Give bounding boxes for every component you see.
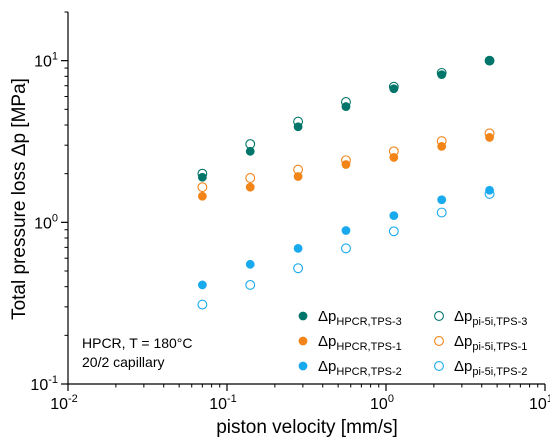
data-point [197, 299, 208, 310]
data-point [388, 146, 399, 157]
data-point [388, 226, 399, 237]
data-point [341, 243, 351, 254]
annotation-line: 20/2 capillary [82, 354, 165, 370]
data-point [245, 259, 255, 269]
legend-entry: ΔpHPCR,TPS-2 [318, 358, 402, 378]
data-point [245, 182, 255, 192]
legend-entry: ΔpHPCR,TPS-1 [318, 333, 402, 353]
data-point [197, 168, 208, 179]
data-point [436, 67, 447, 78]
data-point [197, 280, 207, 290]
data-point [485, 185, 494, 195]
data-point [245, 139, 256, 149]
x-tick-label: 10-1 [209, 393, 237, 413]
data-point [436, 207, 447, 218]
y-tick-label: 100 [34, 212, 58, 232]
legend-marker [434, 336, 444, 346]
x-axis-title: piston velocity [mm/s] [216, 417, 398, 438]
legend-entry: Δppi-5i,TPS-2 [454, 358, 527, 378]
legend-marker [298, 336, 308, 346]
data-point [245, 146, 255, 156]
legend: ΔpHPCR,TPS-3 ΔpHPCR,TPS-1 ΔpHPCR,TPS-2 Δppi… [298, 308, 527, 378]
data-point [293, 243, 303, 253]
x-tick-label: 10-2 [50, 393, 78, 413]
data-point [389, 84, 399, 94]
plot-area [67, 12, 545, 385]
annotation: HPCR, T = 180°C 20/2 capillary [82, 335, 193, 370]
y-tick-label: 101 [34, 51, 58, 71]
y-axis-title: Total pressure loss Δp [MPa] [9, 78, 30, 320]
annotation-line: HPCR, T = 180°C [82, 335, 193, 351]
legend-marker [298, 361, 308, 371]
legend-marker [434, 311, 444, 321]
data-point [197, 172, 207, 182]
data-point [293, 172, 303, 181]
data-point [437, 195, 447, 205]
data-point [245, 173, 256, 183]
data-point [436, 136, 447, 147]
legend-entry: ΔpHPCR,TPS-3 [318, 308, 402, 328]
legend-entry: Δppi-5i,TPS-1 [454, 333, 527, 353]
data-point [485, 56, 494, 66]
data-point [341, 155, 351, 166]
data-point [484, 128, 495, 139]
data-point [341, 226, 351, 235]
y-tick-label: 10-1 [30, 374, 58, 394]
data-point [437, 141, 447, 151]
data-point [341, 97, 351, 107]
data-point [293, 116, 304, 127]
legend-marker [298, 311, 308, 321]
legend-marker [434, 361, 444, 371]
legend-entry: Δppi-5i,TPS-3 [454, 308, 527, 328]
data-points [197, 55, 495, 310]
data-point [389, 211, 399, 221]
data-point [484, 55, 495, 66]
data-point [388, 81, 399, 92]
data-point [245, 279, 256, 290]
x-tick-label: 100 [370, 393, 394, 413]
data-point [293, 122, 303, 132]
data-point [197, 182, 208, 193]
data-point [293, 263, 304, 274]
data-point [484, 188, 495, 199]
data-point [293, 164, 304, 175]
x-tick-label: 101 [529, 393, 550, 413]
data-point [197, 191, 207, 201]
